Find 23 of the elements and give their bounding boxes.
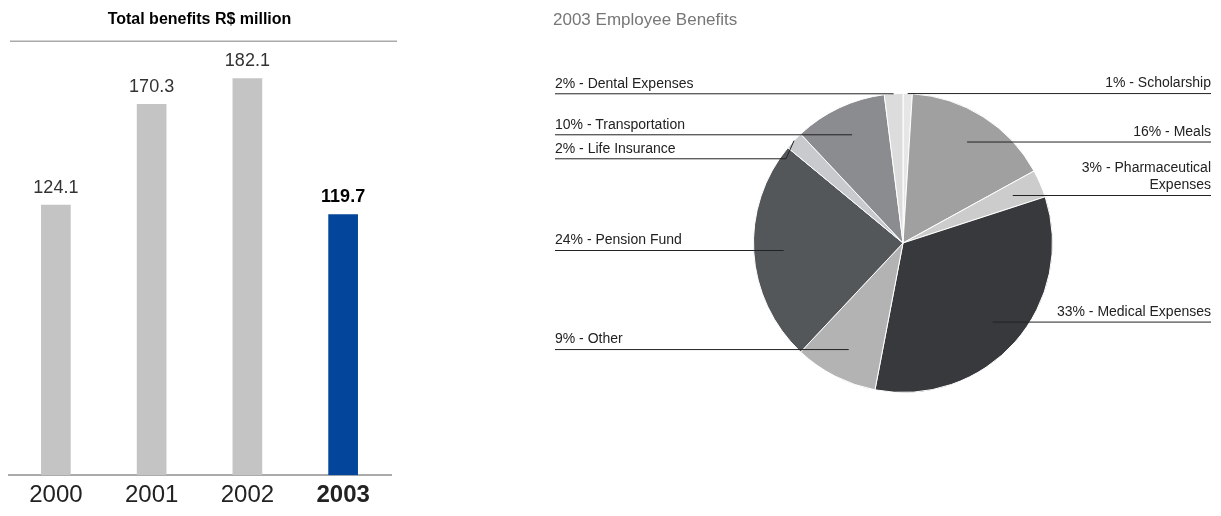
slice-label: 10% - Transportation bbox=[555, 115, 685, 132]
x-tick-label: 2003 bbox=[316, 480, 370, 508]
data-label: 170.3 bbox=[129, 75, 175, 96]
x-tick-label: 2000 bbox=[29, 480, 83, 508]
bar bbox=[328, 214, 358, 476]
slice-label: 33% - Medical Expenses bbox=[1056, 302, 1211, 319]
bar bbox=[41, 204, 71, 476]
bar bbox=[136, 103, 167, 476]
slice-label: 16% - Meals bbox=[1133, 122, 1211, 139]
slice-label: 2% - Life Insurance bbox=[555, 139, 676, 156]
data-label: 182.1 bbox=[224, 50, 270, 71]
slice-label: 1% - Scholarship bbox=[1105, 74, 1212, 91]
slice-label: 24% - Pension Fund bbox=[555, 231, 682, 248]
bar bbox=[232, 78, 263, 476]
chart-title: Total benefits R$ million bbox=[107, 10, 292, 28]
chart-title: 2003 Employee Benefits bbox=[553, 10, 738, 30]
x-tick-label: 2002 bbox=[220, 480, 275, 508]
data-label: 124.1 bbox=[33, 176, 79, 197]
slice-label: 2% - Dental Expenses bbox=[555, 74, 694, 91]
slice-label: 9% - Other bbox=[555, 330, 624, 347]
data-label: 119.7 bbox=[321, 186, 366, 207]
slice-label: 3% - Pharmaceutical Expenses bbox=[1081, 159, 1211, 193]
x-tick-label: 2001 bbox=[124, 480, 179, 508]
